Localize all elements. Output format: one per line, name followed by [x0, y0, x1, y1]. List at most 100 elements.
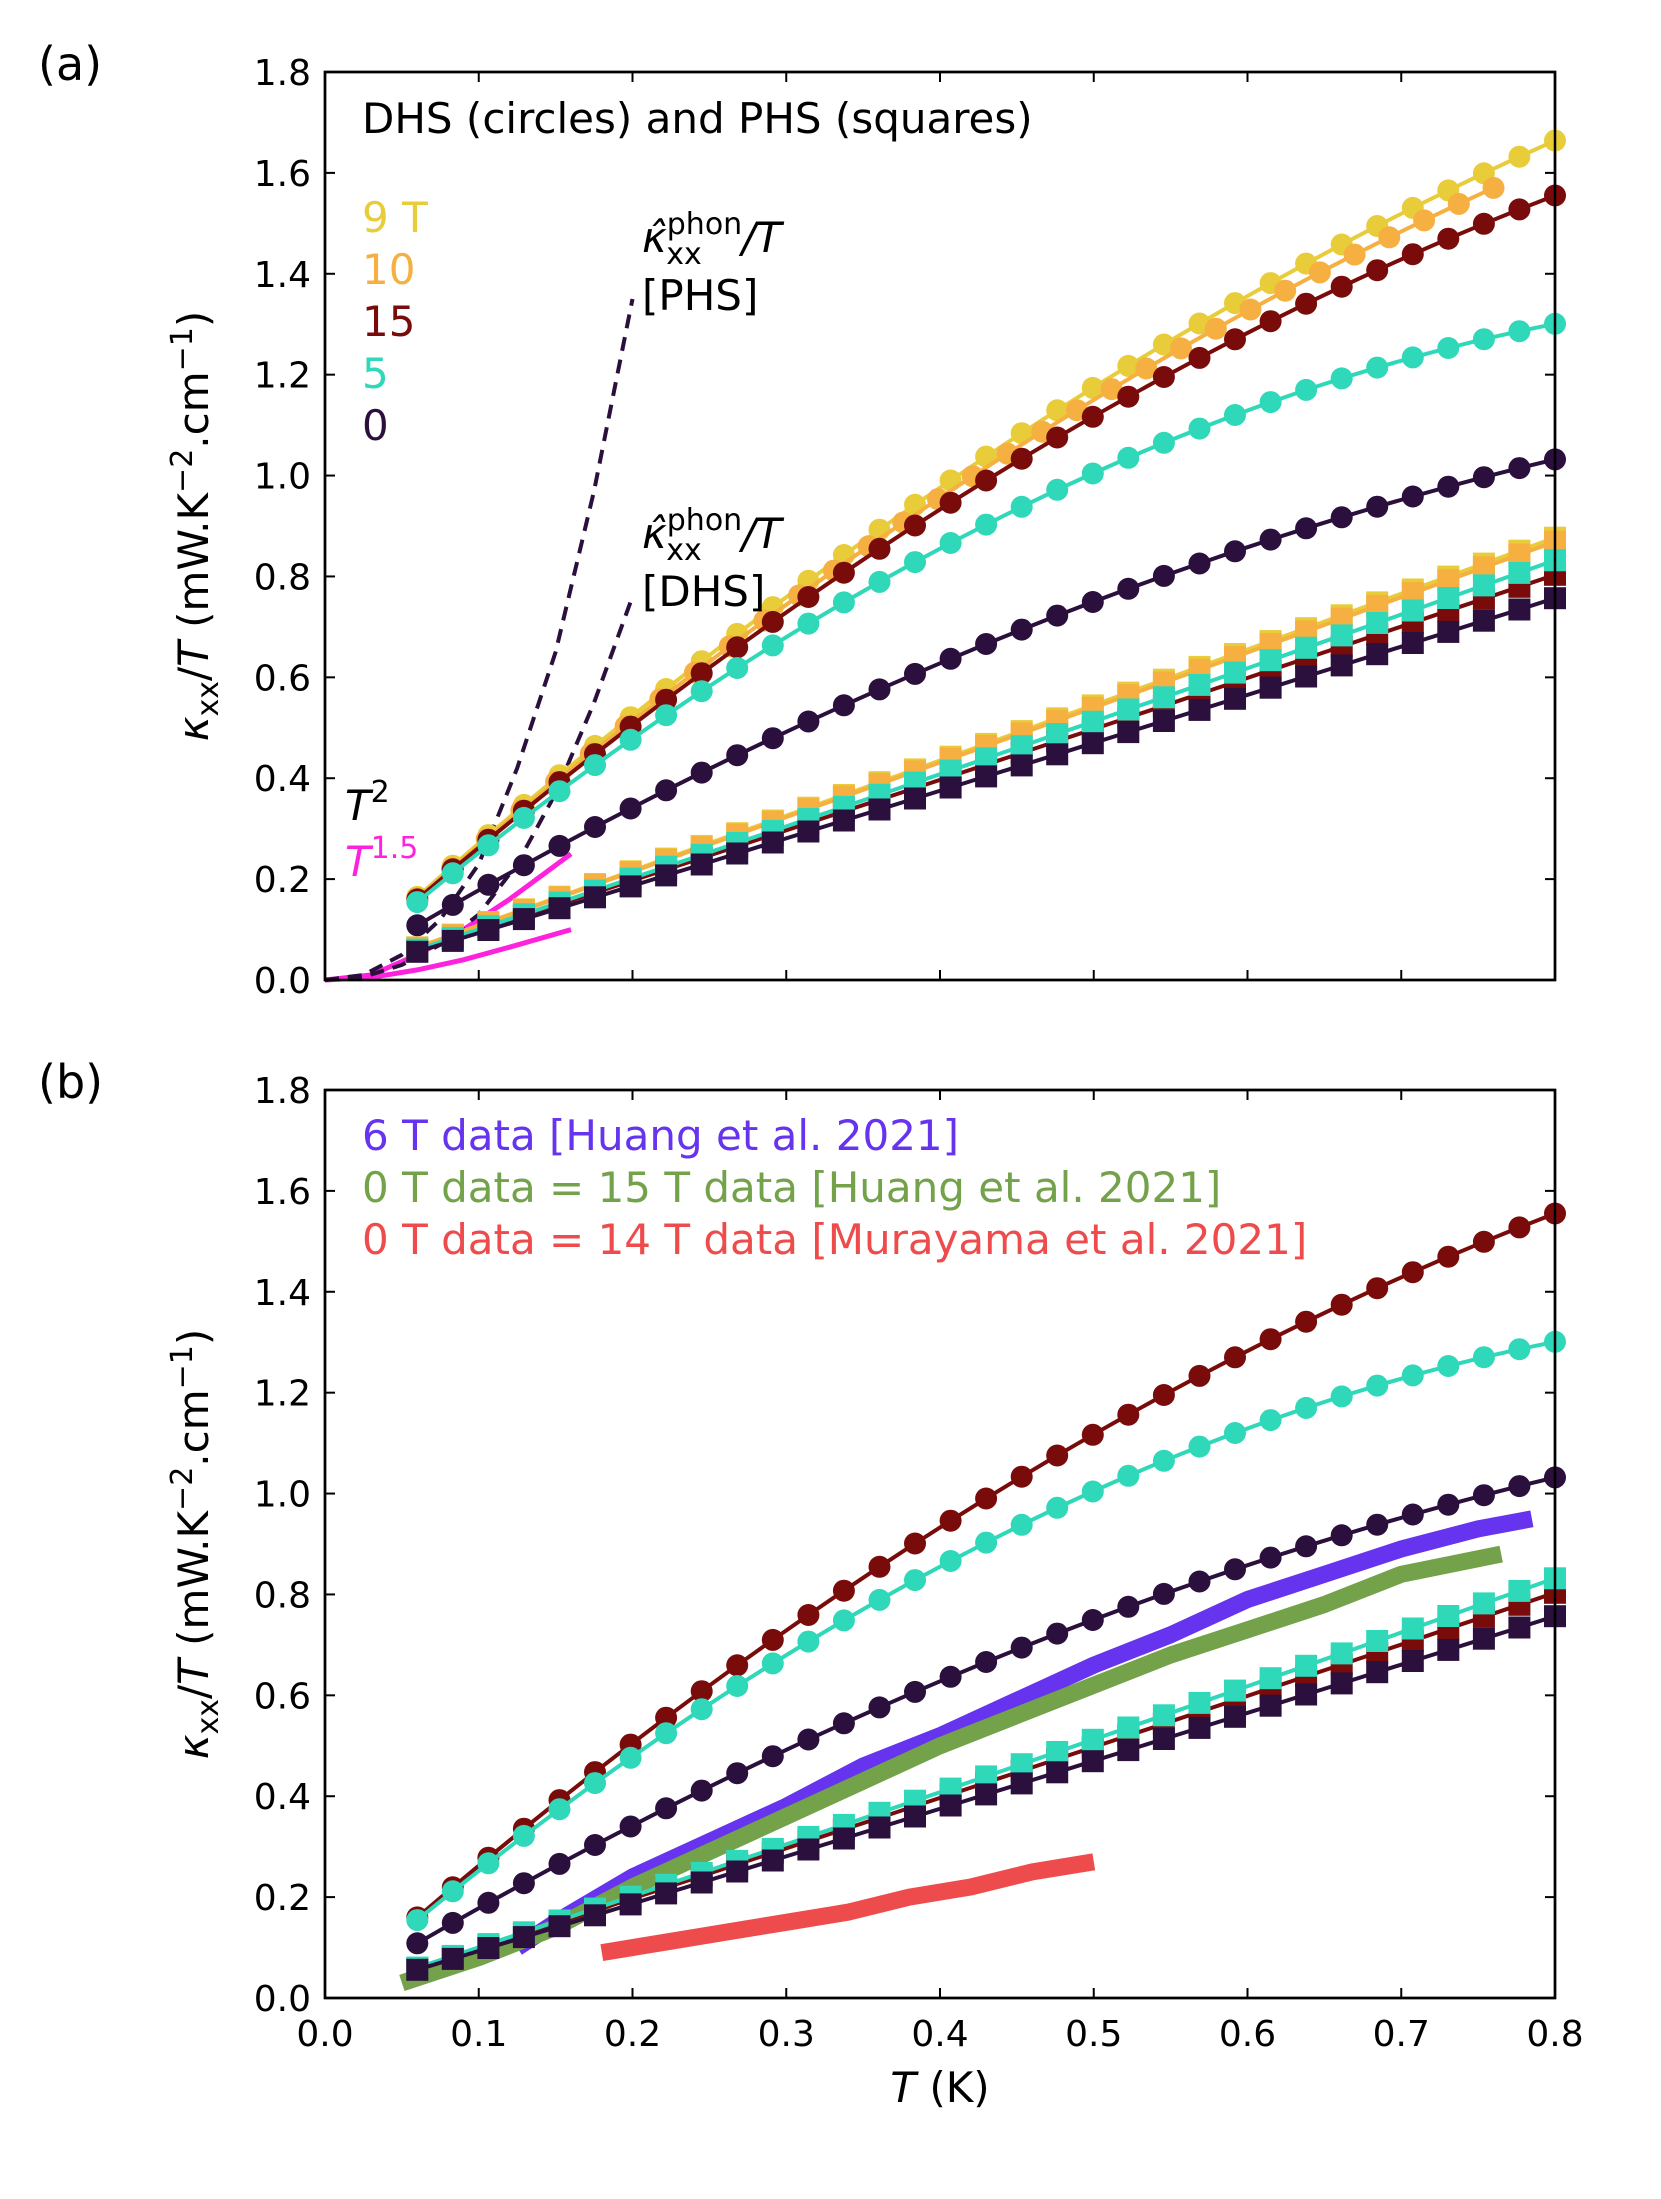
lit-line-6-t-data-huang-et-al-2021: [512, 1510, 1534, 1955]
point-dhs-5-t: [832, 591, 855, 614]
point-dhs-5-t: [512, 1824, 535, 1847]
point-dhs-15-t: [797, 586, 820, 608]
point-phs-5-t: [1401, 599, 1424, 622]
point-phs-0-t: [690, 853, 713, 876]
point-phs-0-t: [1010, 754, 1033, 777]
point-phs-0-t: [832, 1827, 855, 1850]
point-phs-5-t: [1259, 649, 1282, 672]
point-dhs-15-t: [690, 1680, 713, 1703]
fit-line-t-1-5-fit-phs: [324, 927, 572, 983]
point-dhs-0-t: [1472, 466, 1495, 489]
y-tick-label: 1.2: [254, 1374, 311, 1415]
y-tick-label: 1.0: [254, 457, 311, 498]
point-phs-0-t: [1117, 1739, 1140, 1762]
point-phs-5-t: [1046, 1741, 1069, 1763]
point-dhs-15-t: [1437, 227, 1460, 250]
panel-b-ticks: 0.0 0.1 0.2 0.3 0.4 0.5 0.6 0.7 0.8 0.0 0.2 0.4 0.6 0…: [254, 1071, 1584, 2055]
point-phs-0-t: [548, 897, 571, 920]
legend-0t: 0: [362, 401, 389, 450]
point-dhs-0-t: [690, 1779, 713, 1802]
point-phs-0-t: [939, 776, 962, 799]
point-phs-0-t: [1117, 721, 1140, 744]
point-dhs-5-t: [1081, 462, 1104, 485]
point-dhs-0-t: [1330, 506, 1353, 529]
point-dhs-15-t: [868, 1555, 891, 1578]
point-phs-0-t: [1401, 1650, 1424, 1672]
point-dhs-5-t: [690, 1698, 713, 1721]
point-dhs-15-t: [832, 1579, 855, 1602]
y-tick-label: 0.6: [254, 1676, 311, 1717]
point-phs-0-t: [477, 919, 500, 941]
point-phs-5-t: [1437, 1605, 1460, 1627]
point-dhs-15-t: [1508, 1216, 1531, 1239]
point-dhs-15-t: [1508, 198, 1531, 221]
point-dhs-0-t: [1508, 1475, 1531, 1498]
point-dhs-15-t: [975, 1487, 998, 1510]
point-dhs-0-t: [1366, 495, 1389, 518]
legend-10t: 10: [362, 245, 415, 294]
point-dhs-15-t: [1010, 447, 1033, 470]
point-phs-5-t: [1437, 587, 1460, 609]
point-dhs-5-t: [1508, 1338, 1531, 1361]
point-dhs-0-t: [548, 1852, 571, 1875]
point-dhs-0-t: [1437, 1493, 1460, 1516]
point-dhs-15-t: [1152, 1384, 1175, 1406]
point-dhs-5-t: [868, 570, 891, 593]
y-tick-label: 1.6: [254, 1172, 311, 1213]
point-dhs-5-t: [619, 1746, 642, 1769]
point-dhs-5-t: [726, 1675, 749, 1697]
point-phs-5-t: [1010, 1753, 1033, 1776]
panel-a-plot: 0.0 0.2 0.4 0.6 0.8 1.0 1.2 1.4 1.6 1.8 κxx/T (mW…: [165, 53, 1566, 1002]
point-dhs-0-t: [1010, 1636, 1033, 1659]
point-dhs-15-t: [868, 537, 891, 560]
point-dhs-5-t: [512, 806, 535, 829]
point-dhs-9-t: [1081, 376, 1104, 399]
point-dhs-5-t: [690, 680, 713, 703]
point-dhs-15-t: [1010, 1465, 1033, 1488]
point-dhs-5-t: [1401, 346, 1424, 369]
point-dhs-15-t: [761, 1628, 784, 1651]
point-dhs-15-t: [1152, 366, 1175, 388]
point-phs-10-t: [1330, 607, 1353, 630]
point-dhs-15-t: [1117, 385, 1140, 408]
point-dhs-0-t: [441, 893, 464, 916]
point-phs-0-t: [1472, 609, 1495, 632]
point-phs-0-t: [1259, 676, 1282, 699]
point-dhs-0-t: [1472, 1484, 1495, 1507]
point-phs-0-t: [1437, 1638, 1460, 1661]
point-dhs-15-t: [655, 688, 678, 711]
legend-huang-0t: 0 T data = 15 T data [Huang et al. 2021]: [362, 1163, 1221, 1212]
point-dhs-5-t: [1366, 356, 1389, 379]
point-dhs-5-t: [1117, 446, 1140, 469]
y-tick-label: 1.6: [254, 154, 311, 195]
point-dhs-5-t: [1508, 320, 1531, 343]
point-phs-0-t: [441, 1947, 464, 1970]
point-phs-0-t: [1472, 1627, 1495, 1650]
point-phs-0-t: [832, 809, 855, 832]
point-dhs-10-t: [1135, 357, 1158, 380]
y-tick-label: 0.4: [254, 1777, 311, 1818]
point-dhs-10-t: [1308, 261, 1331, 284]
point-dhs-0-t: [797, 1728, 820, 1751]
point-dhs-0-t: [1152, 1582, 1175, 1605]
point-phs-5-t: [1366, 612, 1389, 634]
point-phs-5-t: [1224, 661, 1246, 684]
point-dhs-0-t: [797, 710, 820, 733]
point-phs-0-t: [904, 1805, 926, 1828]
point-phs-0-t: [1366, 643, 1389, 666]
point-phs-0-t: [868, 1816, 891, 1839]
point-dhs-5-t: [1437, 337, 1460, 359]
point-dhs-5-t: [1188, 417, 1211, 440]
point-dhs-15-t: [1330, 1293, 1353, 1316]
point-dhs-5-t: [1259, 391, 1282, 414]
point-dhs-0-t: [1081, 1609, 1104, 1631]
phonon-label-dhs: κ̂phon xx/T: [642, 503, 785, 568]
point-dhs-10-t: [1447, 192, 1470, 215]
point-dhs-5-t: [548, 1798, 571, 1821]
point-dhs-5-t: [832, 1609, 855, 1632]
series-line-dhs-15-t: [416, 1211, 1556, 1919]
point-dhs-5-t: [477, 1852, 500, 1875]
point-dhs-5-t: [797, 612, 820, 635]
point-dhs-5-t: [761, 634, 784, 657]
point-phs-5-t: [1295, 1654, 1318, 1677]
